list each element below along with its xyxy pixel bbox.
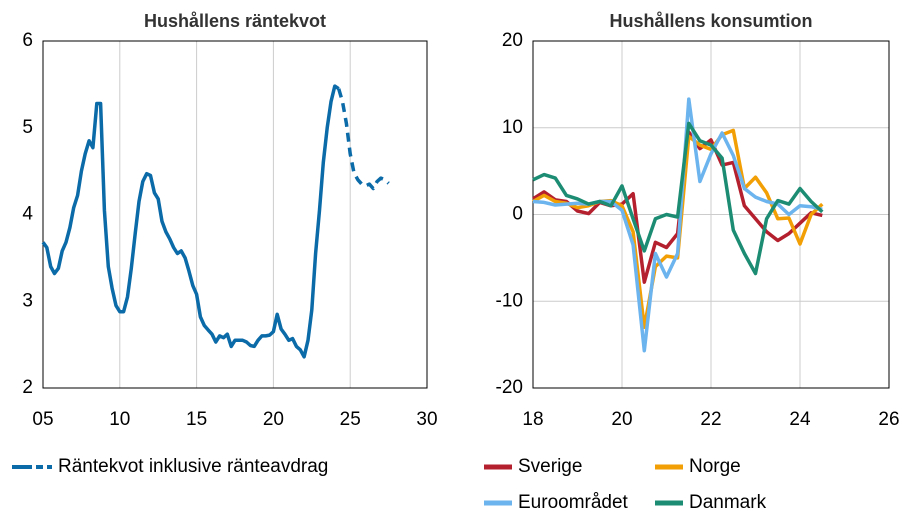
x-tick-label: 05: [32, 409, 53, 430]
y-tick-label: 6: [22, 30, 33, 51]
legend-label: Danmark: [689, 492, 767, 512]
x-tick-label: 15: [186, 409, 207, 430]
y-tick-label: 0: [512, 204, 523, 225]
y-tick-label: 5: [22, 117, 33, 138]
y-tick-label: 4: [22, 204, 33, 225]
line-series: [532, 121, 824, 276]
x-tick-label: 18: [522, 409, 543, 430]
line-series: [532, 128, 824, 330]
line-series: [337, 88, 390, 191]
x-tick-label: 25: [340, 409, 361, 430]
legend-label: Räntekvot inklusive ränteavdrag: [58, 456, 328, 477]
chart-title: Hushållens konsumtion: [609, 11, 812, 31]
x-tick-label: 26: [878, 409, 899, 430]
x-tick-label: 20: [611, 409, 632, 430]
legend-label: Euroområdet: [518, 492, 629, 512]
chart-title: Hushållens räntekvot: [144, 11, 326, 31]
legend-label: Norge: [689, 456, 741, 477]
plot-frame: [42, 40, 428, 389]
y-tick-label: -20: [496, 377, 523, 398]
x-tick-label: 30: [416, 409, 437, 430]
y-tick-label: -10: [496, 290, 523, 311]
plot-frame: [532, 40, 890, 389]
line-series: [532, 97, 823, 353]
x-tick-label: 10: [109, 409, 130, 430]
y-tick-label: 10: [502, 117, 523, 138]
y-tick-label: 20: [502, 30, 523, 51]
y-tick-label: 3: [22, 290, 33, 311]
line-series: [41, 84, 340, 359]
y-tick-label: 2: [22, 377, 33, 398]
x-tick-label: 20: [263, 409, 284, 430]
x-tick-label: 22: [700, 409, 721, 430]
x-tick-label: 24: [789, 409, 811, 430]
legend-label: Sverige: [518, 456, 582, 477]
